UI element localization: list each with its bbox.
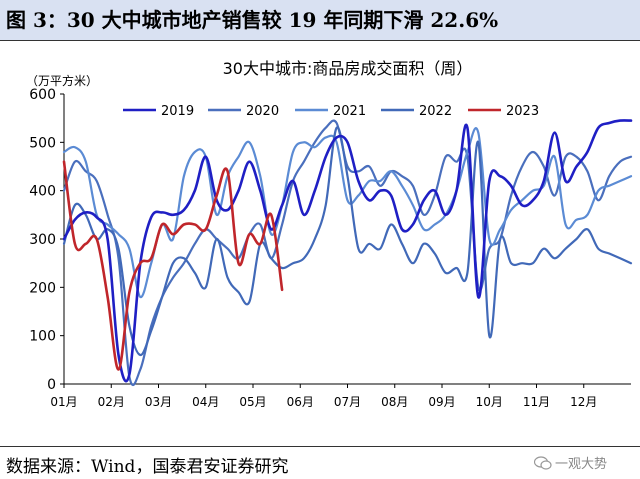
wechat-icon: [534, 455, 552, 470]
top-rule: [0, 40, 640, 41]
y-tick-label: 100: [29, 329, 56, 345]
x-tick-label: 09月: [428, 395, 455, 409]
y-tick-label: 300: [29, 232, 56, 248]
series-line-2019: [62, 119, 633, 383]
line-chart: 30大中城市:商品房成交面积（周） （万平方米） 0 100 200 300 400 500 6…: [26, 59, 633, 409]
x-tick-label: 03月: [145, 395, 172, 409]
x-tick-label: 02月: [98, 395, 125, 409]
x-tick-label: 06月: [287, 395, 314, 409]
x-tick-label: 01月: [50, 395, 77, 409]
y-tick-label: 0: [47, 377, 56, 393]
legend-label-2022: 2022: [419, 104, 452, 119]
legend-label-2019: 2019: [161, 104, 194, 119]
y-axis-unit-label: （万平方米）: [26, 73, 98, 88]
y-tick-label: 600: [29, 87, 56, 103]
x-tick-label: 04月: [192, 395, 219, 409]
x-tick-label: 05月: [239, 395, 266, 409]
x-tick-label: 12月: [570, 395, 597, 409]
series-line-2021: [62, 127, 633, 299]
y-tick-label: 200: [29, 280, 56, 296]
figure-header: 图 3：30 大中城市地产销售较 19 年同期下滑 22.6%: [0, 0, 640, 40]
watermark: 一观大势: [534, 453, 607, 472]
chart-area: 30大中城市:商品房成交面积（周） （万平方米） 0 100 200 300 400 500 6…: [0, 42, 640, 444]
legend-label-2021: 2021: [333, 104, 366, 119]
legend-label-2020: 2020: [246, 104, 279, 119]
series-line-2023: [62, 160, 284, 371]
figure-title: 图 3：30 大中城市地产销售较 19 年同期下滑 22.6%: [6, 8, 499, 32]
x-tick-label: 08月: [381, 395, 408, 409]
x-tick-label: 11月: [523, 395, 550, 409]
y-tick-label: 400: [29, 184, 56, 200]
legend-label-2023: 2023: [506, 104, 539, 119]
chart-title: 30大中城市:商品房成交面积（周）: [223, 59, 473, 78]
bottom-rule: [0, 446, 640, 447]
x-tick-label: 07月: [334, 395, 361, 409]
series-line-2022: [62, 126, 633, 357]
series-line-2020: [62, 119, 633, 386]
y-tick-label: 500: [29, 135, 56, 151]
data-source-note: 数据来源：Wind，国泰君安证券研究: [6, 457, 289, 477]
watermark-text: 一观大势: [555, 457, 608, 472]
x-tick-label: 10月: [476, 395, 503, 409]
